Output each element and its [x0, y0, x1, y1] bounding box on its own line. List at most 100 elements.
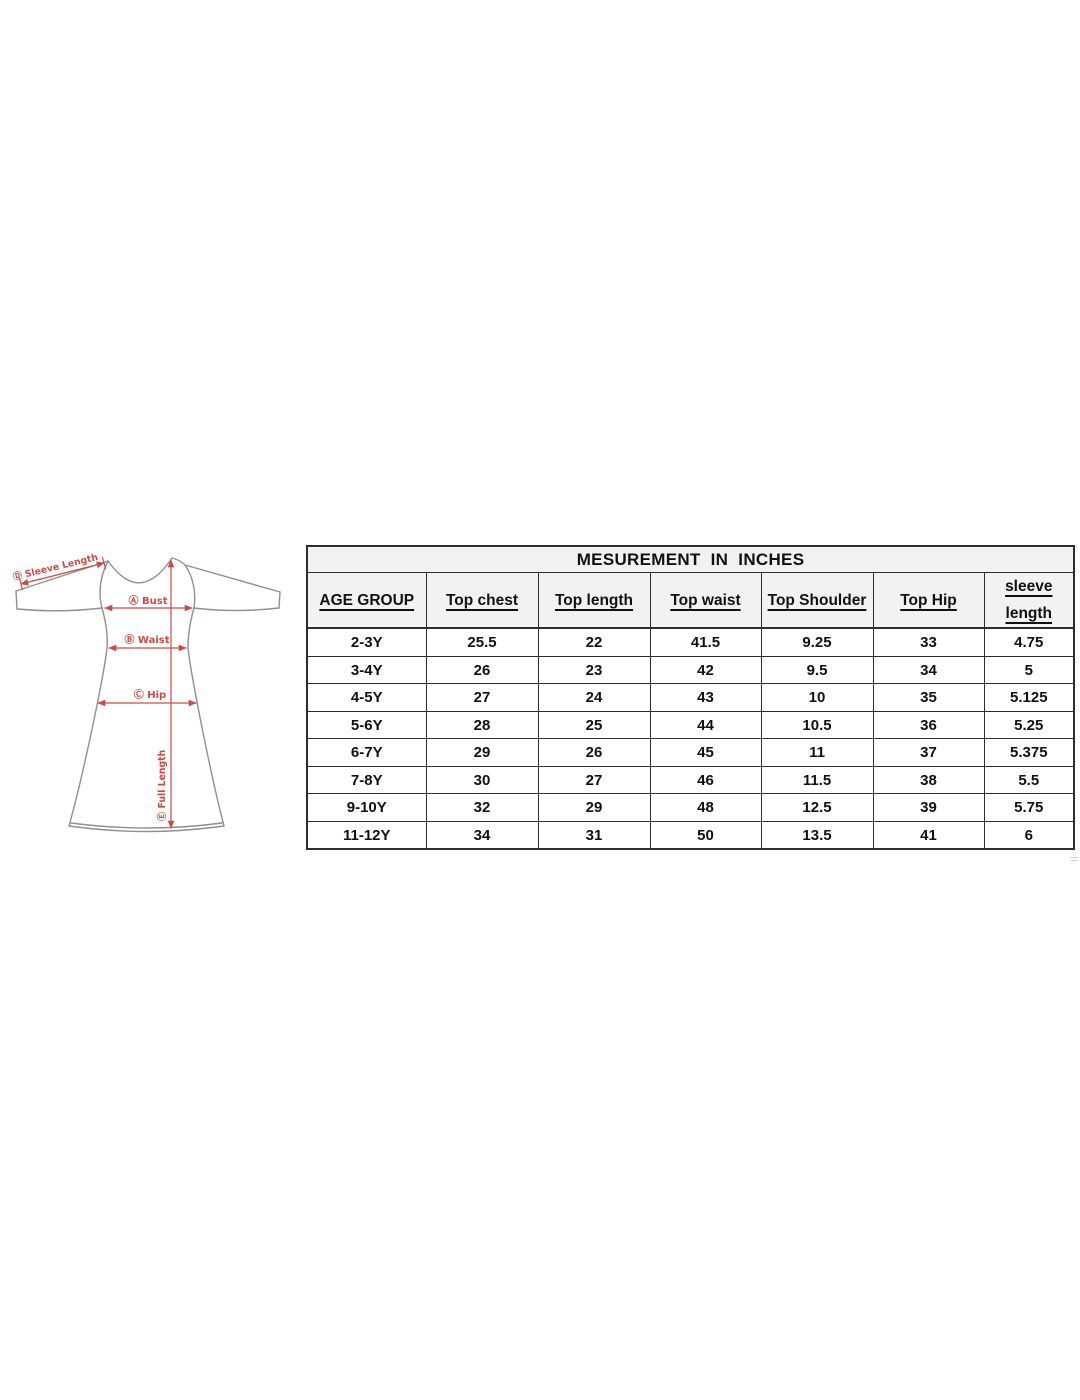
- table-row: 11-12Y 34 31 50 13.5 41 6: [306, 820, 1075, 850]
- measurement-annotations: Ⓓ Sleeve Length Ⓐ Bust Ⓑ Waist Ⓒ Hip Ⓔ F…: [12, 551, 197, 829]
- measurement-value-cell: 11.5: [760, 765, 874, 795]
- left-sleeve-underside: [16, 607, 103, 612]
- sleeve-length-arrow: [20, 561, 105, 586]
- measurement-value-cell: 23: [537, 655, 651, 685]
- col-header-age-group: AGE GROUP: [306, 572, 427, 630]
- left-cuff: [15, 590, 18, 610]
- left-side-seam: [68, 607, 108, 827]
- measurement-value-cell: 26: [425, 655, 539, 685]
- right-armhole-seam: [184, 564, 196, 609]
- measurement-value-cell: 28: [425, 710, 539, 740]
- hem-outer: [68, 825, 225, 833]
- measurement-value-cell: 46: [649, 765, 762, 795]
- waist-label: Ⓑ Waist: [124, 633, 169, 646]
- measurement-value-cell: 43: [649, 683, 762, 712]
- table-row: 4-5Y 27 24 43 10 35 5.125: [306, 683, 1075, 712]
- age-group-cell: 7-8Y: [306, 765, 427, 795]
- measurement-value-cell: 26: [537, 738, 651, 767]
- measurement-value-cell: 5.75: [983, 793, 1075, 822]
- sleeve-arrow-tick-left: [18, 577, 24, 591]
- table-row: 2-3Y 25.5 22 41.5 9.25 33 4.75: [306, 627, 1075, 657]
- measurement-value-cell: 6: [983, 820, 1075, 850]
- table-row: 9-10Y 32 29 48 12.5 39 5.75: [306, 793, 1075, 822]
- measurement-value-cell: 4.75: [983, 627, 1075, 657]
- age-group-cell: 3-4Y: [306, 655, 427, 685]
- measurement-value-cell: 22: [537, 627, 651, 657]
- table-row: 6-7Y 29 26 45 11 37 5.375: [306, 738, 1075, 767]
- measurement-value-cell: 41.5: [649, 627, 762, 657]
- measurement-value-cell: 10: [760, 683, 874, 712]
- measurement-value-cell: 5.375: [983, 738, 1075, 767]
- measurement-value-cell: 34: [425, 820, 539, 850]
- age-group-cell: 2-3Y: [306, 627, 427, 657]
- measurement-value-cell: 10.5: [760, 710, 874, 740]
- measurement-value-cell: 29: [537, 793, 651, 822]
- measurement-value-cell: 5: [983, 655, 1075, 685]
- measurement-value-cell: 39: [872, 793, 985, 822]
- hem-inner: [70, 822, 223, 829]
- dress-outline: [15, 557, 281, 833]
- bust-label: Ⓐ Bust: [129, 594, 168, 607]
- measurement-value-cell: 9.25: [760, 627, 874, 657]
- measurement-value-cell: 38: [872, 765, 985, 795]
- age-group-cell: 11-12Y: [306, 820, 427, 850]
- measurement-value-cell: 44: [649, 710, 762, 740]
- measurement-value-cell: 25: [537, 710, 651, 740]
- dress-measurement-diagram: Ⓓ Sleeve Length Ⓐ Bust Ⓑ Waist Ⓒ Hip Ⓔ F…: [0, 530, 310, 862]
- table-row: 3-4Y 26 23 42 9.5 34 5: [306, 655, 1075, 685]
- age-group-cell: 6-7Y: [306, 738, 427, 767]
- measurement-value-cell: 31: [537, 820, 651, 850]
- age-group-cell: 4-5Y: [306, 683, 427, 712]
- measurement-value-cell: 35: [872, 683, 985, 712]
- right-sleeve-top: [171, 557, 281, 593]
- measurement-value-cell: 34: [872, 655, 985, 685]
- right-sleeve-underside: [193, 607, 280, 612]
- sleeve-arrow-tick-right: [101, 556, 107, 570]
- table-title-row: MESUREMENT IN INCHES: [306, 545, 1075, 573]
- col-header-top-chest: Top chest: [425, 572, 539, 630]
- col-header-top-length: Top length: [537, 572, 651, 630]
- left-armhole-seam: [99, 560, 109, 609]
- measurement-value-cell: 11: [760, 738, 874, 767]
- measurement-value-cell: 48: [649, 793, 762, 822]
- col-header-top-hip: Top Hip: [872, 572, 985, 630]
- measurement-value-cell: 37: [872, 738, 985, 767]
- neckline: [107, 557, 173, 584]
- measurement-value-cell: 29: [425, 738, 539, 767]
- col-header-top-waist: Top waist: [649, 572, 762, 630]
- measurement-value-cell: 45: [649, 738, 762, 767]
- dress-diagram-svg: Ⓓ Sleeve Length Ⓐ Bust Ⓑ Waist Ⓒ Hip Ⓔ F…: [12, 551, 281, 833]
- measurement-value-cell: 5.25: [983, 710, 1075, 740]
- measurement-value-cell: 30: [425, 765, 539, 795]
- table-title: MESUREMENT IN INCHES: [306, 545, 1075, 573]
- measurement-value-cell: 5.5: [983, 765, 1075, 795]
- measurement-value-cell: 27: [537, 765, 651, 795]
- measurement-value-cell: 5.125: [983, 683, 1075, 712]
- measurement-value-cell: 25.5: [425, 627, 539, 657]
- measurement-value-cell: 33: [872, 627, 985, 657]
- measurement-value-cell: 9.5: [760, 655, 874, 685]
- right-side-seam: [187, 607, 225, 827]
- measurement-value-cell: 27: [425, 683, 539, 712]
- age-group-cell: 9-10Y: [306, 793, 427, 822]
- page-artifact-mark: [1071, 857, 1078, 862]
- measurement-value-cell: 32: [425, 793, 539, 822]
- col-header-sleeve-length: sleeve length: [983, 572, 1075, 630]
- hip-label: Ⓒ Hip: [134, 688, 166, 701]
- table-header-row: AGE GROUP Top chest Top length Top waist…: [306, 572, 1075, 630]
- col-header-top-shoulder: Top Shoulder: [760, 572, 874, 630]
- measurement-value-cell: 36: [872, 710, 985, 740]
- measurement-value-cell: 13.5: [760, 820, 874, 850]
- table-row: 7-8Y 30 27 46 11.5 38 5.5: [306, 765, 1075, 795]
- measurement-value-cell: 24: [537, 683, 651, 712]
- measurement-table: MESUREMENT IN INCHES AGE GROUP Top chest…: [306, 545, 1076, 851]
- table-row: 5-6Y 28 25 44 10.5 36 5.25: [306, 710, 1075, 740]
- measurement-value-cell: 41: [872, 820, 985, 850]
- size-table-body: 2-3Y 25.5 22 41.5 9.25 33 4.75 3-4Y 26 23 42 9.5 34 5…: [306, 627, 1075, 850]
- measurement-value-cell: 12.5: [760, 793, 874, 822]
- age-group-cell: 5-6Y: [306, 710, 427, 740]
- measurement-value-cell: 50: [649, 820, 762, 850]
- full-length-label: Ⓔ Full Length: [156, 750, 168, 821]
- right-cuff: [278, 591, 281, 609]
- measurement-value-cell: 42: [649, 655, 762, 685]
